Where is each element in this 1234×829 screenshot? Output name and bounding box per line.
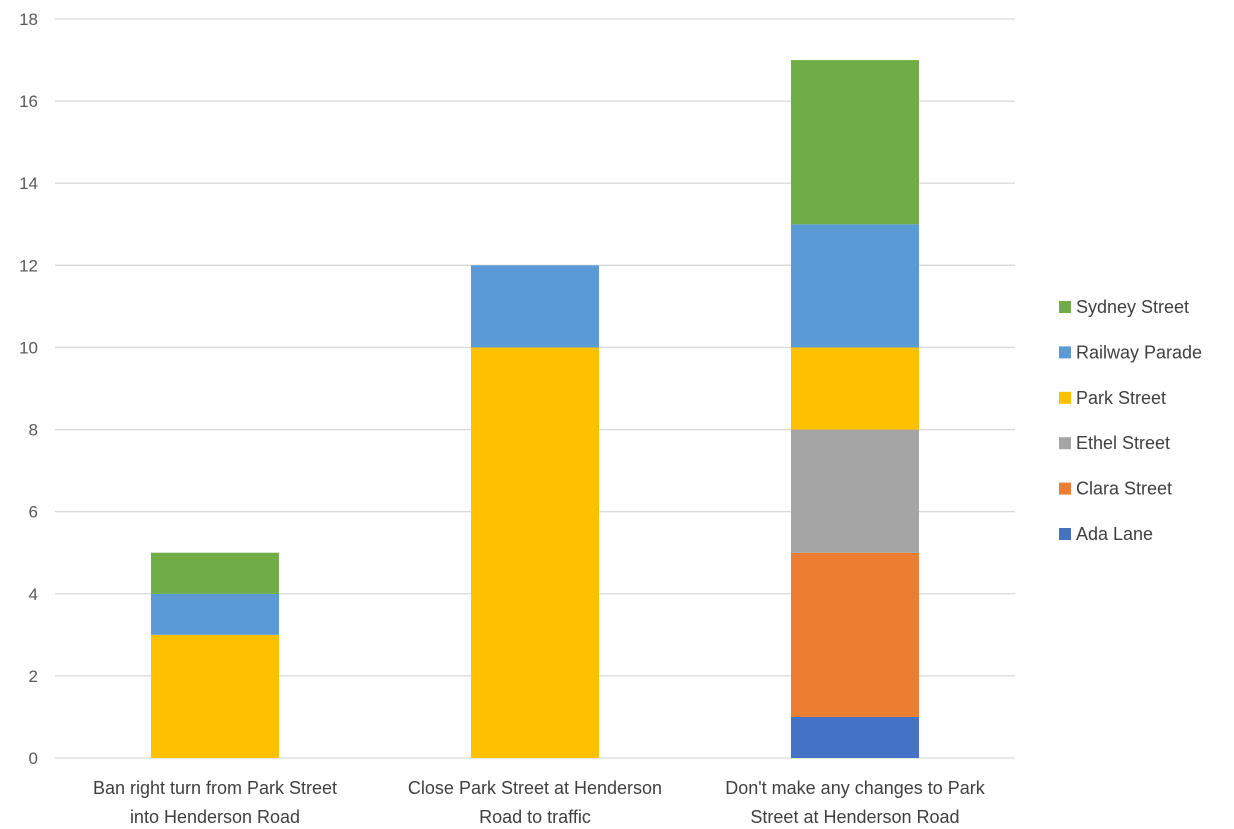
bar-segment-park-street: [151, 634, 279, 758]
bar-segment-sydney-street: [791, 60, 919, 225]
bars: [151, 60, 919, 758]
y-tick-label: 16: [19, 92, 38, 111]
y-tick-label: 14: [19, 174, 38, 193]
y-tick-label: 6: [29, 503, 38, 522]
legend-swatch: [1059, 482, 1071, 495]
legend-item: Railway Parade: [1059, 342, 1202, 362]
x-category-label: Don't make any changes to Park Street at …: [725, 778, 986, 827]
legend: Sydney Street Railway Parade Park Street Et…: [1059, 297, 1202, 544]
legend-label: Sydney Street: [1076, 297, 1189, 317]
legend-label: Ada Lane: [1076, 524, 1153, 544]
legend-item: Clara Street: [1059, 479, 1172, 499]
legend-swatch: [1059, 301, 1071, 313]
legend-label: Ethel Street: [1076, 433, 1170, 453]
bar-segment-clara-street: [791, 552, 919, 717]
bar-segment-railway-parade: [151, 593, 279, 635]
y-tick-label: 10: [19, 338, 38, 357]
x-axis-category-labels: Ban right turn from Park Street into Hend…: [93, 778, 986, 827]
legend-label: Railway Parade: [1076, 342, 1202, 362]
y-axis-tick-labels: 0 2 4 6 8 10 12 14 16 18: [19, 10, 38, 768]
x-category-label: Ban right turn from Park Street into Hend…: [93, 778, 337, 827]
legend-item: Ethel Street: [1059, 433, 1170, 453]
bar-segment-railway-parade: [791, 224, 919, 348]
bar-segment-park-street: [471, 347, 599, 758]
y-tick-label: 0: [29, 749, 38, 768]
legend-item: Park Street: [1059, 388, 1166, 408]
legend-label: Clara Street: [1076, 479, 1172, 499]
bar-segment-ada-lane: [791, 716, 919, 758]
legend-swatch: [1059, 528, 1071, 540]
y-tick-label: 8: [29, 421, 38, 440]
legend-label: Park Street: [1076, 388, 1166, 408]
legend-swatch: [1059, 391, 1071, 404]
y-tick-label: 18: [19, 10, 38, 29]
y-tick-label: 4: [29, 585, 38, 604]
legend-item: Ada Lane: [1059, 524, 1153, 544]
legend-swatch: [1059, 437, 1071, 450]
bar-segment-sydney-street: [151, 552, 279, 594]
bar-segment-railway-parade: [471, 265, 599, 348]
x-category-label: Close Park Street at Henderson Road to tr…: [408, 778, 662, 827]
y-tick-label: 12: [19, 256, 38, 275]
legend-item: Sydney Street: [1059, 297, 1189, 317]
legend-swatch: [1059, 346, 1071, 359]
bar-segment-ethel-street: [791, 429, 919, 553]
y-tick-label: 2: [29, 667, 38, 686]
bar-segment-park-street: [791, 347, 919, 430]
